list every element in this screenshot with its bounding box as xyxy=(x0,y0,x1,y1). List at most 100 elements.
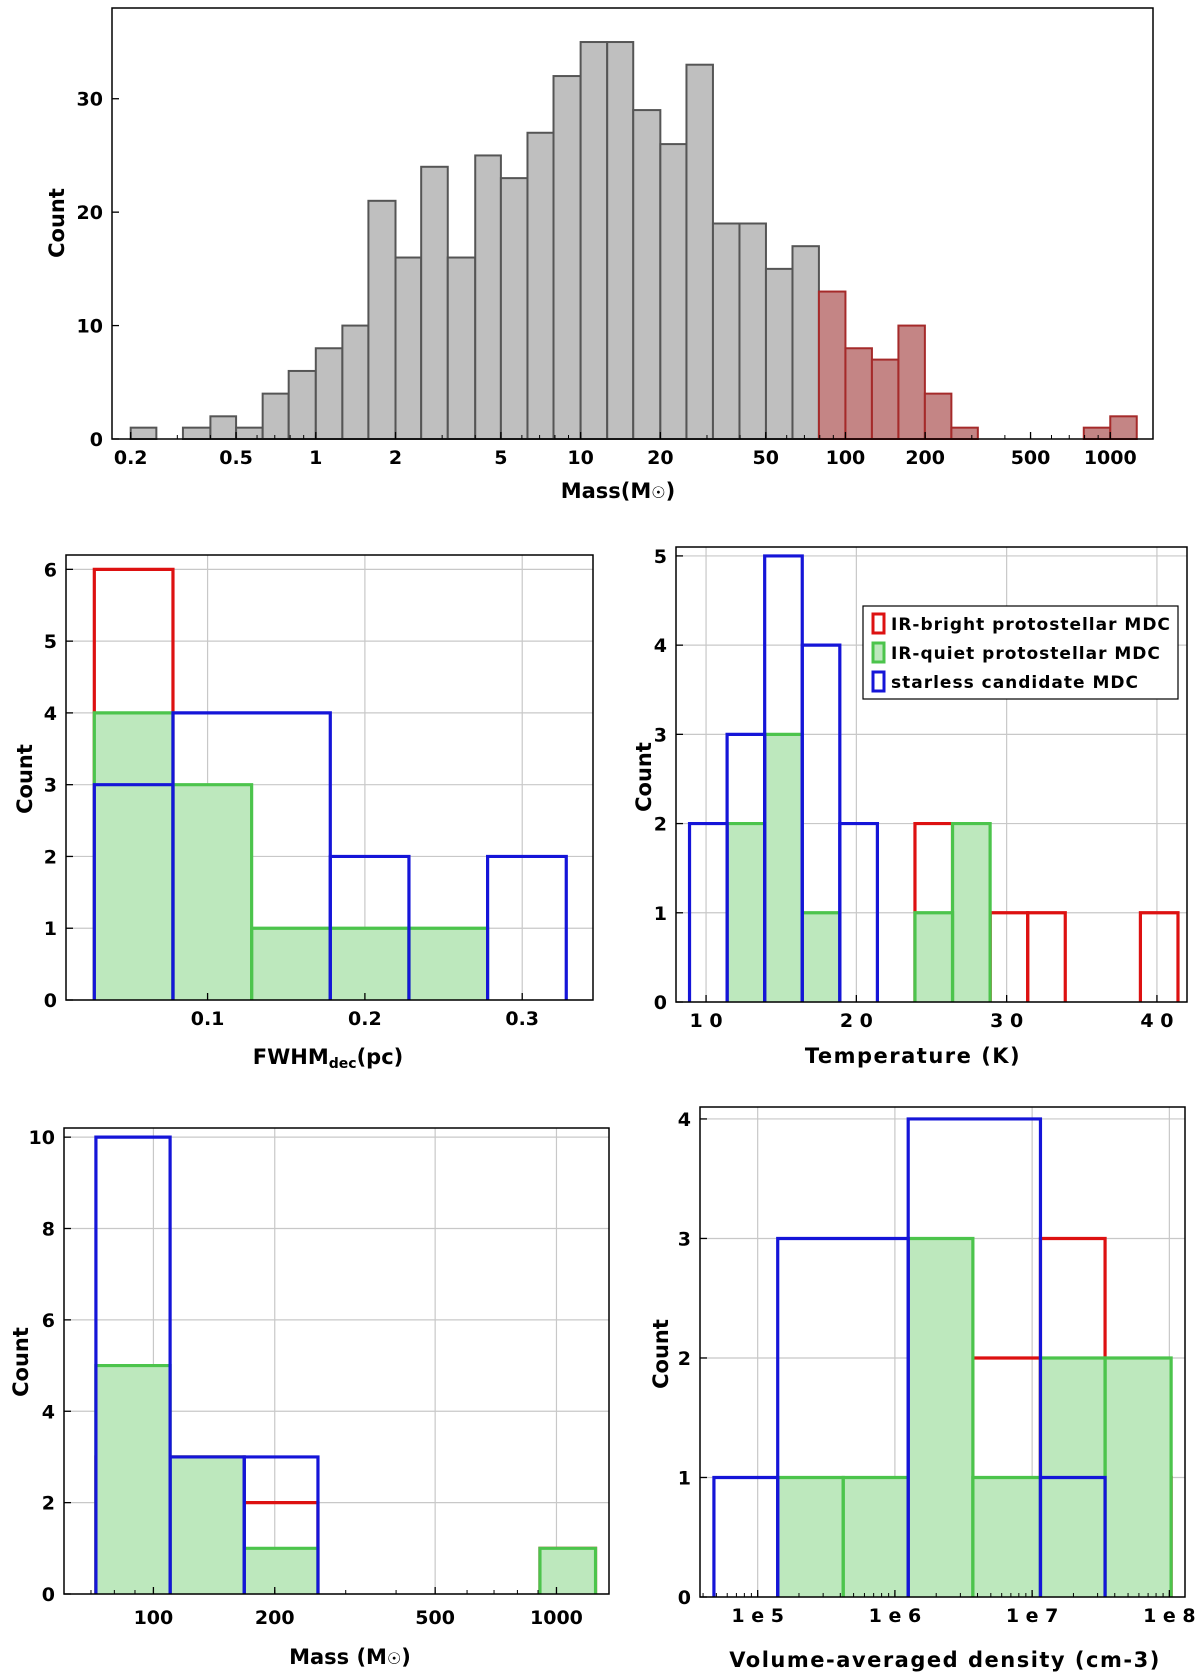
y-tick-label: 4 xyxy=(678,1109,691,1131)
ir-quiet-bar xyxy=(330,928,409,1000)
x-tick-label: 1000 xyxy=(530,1607,583,1629)
y-tick-label: 0 xyxy=(90,429,103,451)
y-tick-label: 30 xyxy=(77,89,103,111)
histogram-bar xyxy=(396,258,422,439)
ir-quiet-bar xyxy=(802,913,840,1002)
ir-bright-outline xyxy=(1140,913,1178,1002)
y-tick-label: 2 xyxy=(42,1493,55,1515)
x-tick-label: 4 0 xyxy=(1140,1010,1173,1032)
y-tick-label: 3 xyxy=(678,1228,691,1250)
ir-quiet-bar xyxy=(409,928,488,1000)
x-tick-label: 0.1 xyxy=(191,1008,225,1030)
x-tick-label: 100 xyxy=(826,447,866,469)
ir-quiet-bar xyxy=(94,713,173,1000)
sun-symbol-icon: ☉ xyxy=(651,483,665,502)
ir-quiet-bar xyxy=(953,824,991,1002)
y-tick-label: 6 xyxy=(44,559,57,581)
x-tick-label: 500 xyxy=(415,1607,455,1629)
histogram-bar xyxy=(581,42,608,439)
panel-density-histogram: 1 e 51 e 61 e 71 e 801234 Volume-average… xyxy=(649,1107,1196,1672)
ir-quiet-bar xyxy=(778,1477,843,1597)
histogram-bar xyxy=(210,416,236,439)
y-axis-label: Count xyxy=(9,1327,33,1397)
x-tick-label: 1 e 6 xyxy=(869,1605,922,1627)
y-axis-label: Count xyxy=(632,742,656,812)
x-axis-label: Temperature (K) xyxy=(805,1044,1021,1068)
y-tick-label: 4 xyxy=(42,1401,55,1423)
x-tick-label: 1 e 5 xyxy=(731,1605,784,1627)
histogram-bar-massive xyxy=(1084,428,1110,439)
histogram-bar xyxy=(448,258,475,439)
histogram-bar xyxy=(554,76,581,439)
ir-bright-outline xyxy=(990,913,1028,1002)
y-axis-label: Count xyxy=(45,188,69,258)
x-tick-label: 3 0 xyxy=(990,1010,1023,1032)
x-tick-label: 100 xyxy=(134,1607,174,1629)
y-tick-label: 4 xyxy=(44,703,57,725)
x-axis-label: Mass(M☉) xyxy=(561,479,676,503)
x-tick-label: 1 0 xyxy=(690,1010,723,1032)
ir-quiet-bar xyxy=(173,785,252,1000)
sun-symbol-icon: ☉ xyxy=(387,1649,401,1668)
x-axis-label: Mass (M☉) xyxy=(289,1645,411,1669)
ir-quiet-bar xyxy=(843,1477,908,1597)
x-tick-label: 0.2 xyxy=(348,1008,382,1030)
histogram-bar-massive xyxy=(951,428,977,439)
x-tick-label: 5 xyxy=(494,447,507,469)
histogram-bar xyxy=(713,224,740,440)
panel-massive-mass-histogram: 100 200 500 1000 0 2 4 6 8 10 Mass (M☉) Count xyxy=(9,1127,609,1669)
histogram-bar xyxy=(263,394,289,439)
ir-quiet-bar xyxy=(96,1366,170,1594)
x-tick-label: 1 e 8 xyxy=(1143,1605,1196,1627)
y-tick-label: 1 xyxy=(654,903,667,925)
histogram-bar xyxy=(421,167,448,439)
y-tick-label: 2 xyxy=(44,846,57,868)
x-tick-label: 20 xyxy=(647,447,673,469)
histogram-bar xyxy=(792,246,818,439)
histogram-bar xyxy=(633,110,660,439)
x-tick-label: 50 xyxy=(752,447,778,469)
y-tick-label: 0 xyxy=(678,1587,691,1609)
ir-bright-outline xyxy=(1028,913,1066,1002)
x-tick-label: 200 xyxy=(255,1607,295,1629)
histogram-bar xyxy=(131,428,157,439)
x-tick-label: 0.3 xyxy=(505,1008,539,1030)
ir-quiet-bar xyxy=(540,1548,596,1594)
x-tick-label: 2 xyxy=(389,447,402,469)
x-tick-label: 10 xyxy=(567,447,593,469)
y-tick-label: 10 xyxy=(29,1127,55,1149)
y-tick-label: 4 xyxy=(654,635,667,657)
histogram-bar-massive xyxy=(845,348,871,439)
histogram-bar xyxy=(183,428,210,439)
histogram-bar xyxy=(686,65,712,439)
y-tick-label: 6 xyxy=(42,1310,55,1332)
x-tick-label: 1 e 7 xyxy=(1006,1605,1059,1627)
histogram-bar-massive xyxy=(925,394,952,439)
x-tick-label: 2 0 xyxy=(840,1010,873,1032)
panel-fwhm-histogram: 0.1 0.2 0.30123456 FWHMdec(pc) Count xyxy=(13,555,593,1072)
ir-quiet-bar xyxy=(1105,1358,1171,1597)
histogram-bar xyxy=(289,371,316,439)
histogram-bar xyxy=(342,326,368,439)
y-tick-label: 0 xyxy=(42,1584,55,1606)
x-tick-label: 500 xyxy=(1011,447,1051,469)
histogram-bar xyxy=(316,348,343,439)
x-tick-label: 1000 xyxy=(1084,447,1137,469)
y-tick-label: 0 xyxy=(44,990,57,1012)
y-tick-label: 0 xyxy=(654,992,667,1014)
x-axis-label: FWHMdec(pc) xyxy=(253,1045,404,1072)
histogram-bar xyxy=(236,428,263,439)
ir-quiet-bar xyxy=(765,734,803,1002)
y-tick-label: 2 xyxy=(678,1348,691,1370)
histogram-bar-massive xyxy=(1110,416,1136,439)
x-tick-label: 0.2 xyxy=(114,447,148,469)
legend-label-starless: starless candidate MDC xyxy=(891,673,1139,693)
histogram-bar xyxy=(527,133,553,439)
y-axis-label: Count xyxy=(649,1319,673,1389)
histogram-bar xyxy=(501,178,528,439)
x-tick-label: 0.5 xyxy=(219,447,253,469)
y-tick-label: 5 xyxy=(44,631,57,653)
x-tick-label: 1 xyxy=(309,447,322,469)
histogram-bar xyxy=(607,42,633,439)
y-tick-label: 3 xyxy=(44,775,57,797)
